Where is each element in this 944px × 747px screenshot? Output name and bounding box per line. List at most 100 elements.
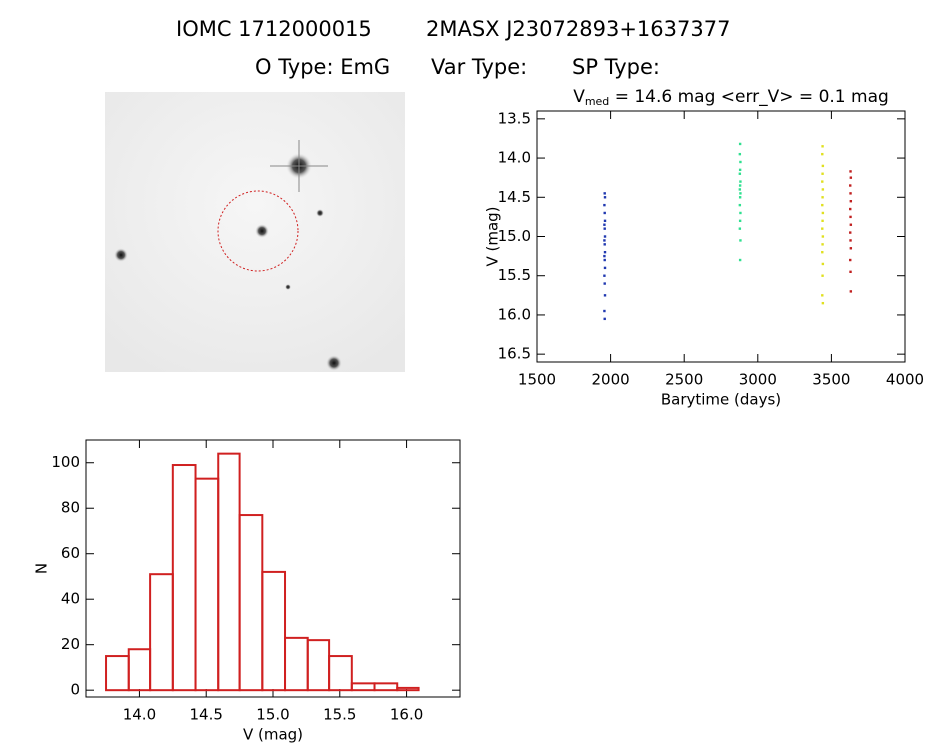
point (849, 239, 852, 242)
point (603, 250, 607, 254)
bar (350, 682, 376, 692)
point (849, 215, 852, 219)
point (738, 142, 742, 146)
point (738, 227, 742, 230)
y-tick-label: 15.5 (498, 266, 531, 284)
x-tick-label: 2000 (592, 371, 630, 389)
point (849, 247, 853, 250)
bar (238, 514, 264, 692)
point (738, 219, 742, 223)
point (849, 231, 852, 234)
point (603, 211, 606, 215)
bar (217, 452, 241, 692)
bar (261, 570, 287, 692)
point (821, 274, 824, 277)
point (738, 188, 742, 191)
x-tick-label: 16.0 (390, 706, 423, 724)
x-tick-label: 4000 (886, 371, 924, 389)
bar (373, 682, 399, 692)
point (603, 196, 607, 199)
point (821, 235, 825, 238)
y-tick-label: 16.0 (498, 305, 531, 323)
y-tick-label: 80 (61, 499, 80, 517)
x-tick-label: 15.5 (323, 706, 356, 724)
x-tick-label: 3000 (739, 371, 777, 389)
y-tick-label: 0 (70, 681, 80, 699)
y-tick-label: 14.5 (498, 188, 531, 206)
plot-frame (85, 439, 461, 698)
point (603, 309, 606, 313)
point (849, 170, 852, 173)
point (821, 301, 825, 305)
point (821, 294, 824, 297)
point (821, 145, 824, 148)
y-tick-label: 60 (61, 544, 80, 562)
header-sp-type: SP Type: (572, 55, 660, 79)
plot-frame (536, 110, 906, 363)
point (849, 223, 853, 226)
y-tick-label: 15.0 (498, 227, 531, 245)
point (821, 227, 824, 230)
point (849, 290, 853, 293)
x-tick-label: 15.0 (256, 706, 289, 724)
y-tick-label: 20 (61, 635, 80, 653)
point (603, 294, 607, 297)
point (821, 250, 824, 254)
y-tick-label: 14.0 (498, 149, 531, 167)
title-rest: = 14.6 mag <err_V> = 0.1 mag (609, 87, 889, 107)
y-tick-label: 16.5 (498, 345, 531, 363)
x-tick-label: 2500 (665, 371, 703, 389)
point (849, 192, 852, 195)
point (603, 227, 606, 230)
point (739, 211, 742, 215)
point (821, 180, 824, 183)
point (849, 258, 852, 262)
x-axis-label: V (mag) (243, 726, 303, 744)
bar (396, 686, 420, 692)
x-tick-label: 3500 (812, 371, 850, 389)
x-axis-label: Barytime (days) (661, 391, 781, 409)
point (738, 152, 742, 156)
point (849, 207, 852, 211)
point (603, 219, 607, 223)
chart-title: Vmed = 14.6 mag <err_V> = 0.1 mag (573, 87, 889, 108)
sky-image (105, 92, 405, 372)
point (739, 192, 742, 195)
point (603, 317, 606, 321)
point (849, 176, 853, 179)
point (821, 152, 824, 156)
y-tick-label: 100 (51, 453, 80, 471)
point (603, 243, 606, 246)
point (821, 211, 825, 215)
x-tick-label: 14.5 (190, 706, 223, 724)
point (603, 239, 606, 242)
point (738, 184, 742, 187)
point (821, 243, 824, 246)
bar (127, 648, 152, 692)
title-subscript: med (585, 95, 609, 108)
point (603, 192, 606, 195)
header-o-type: O Type: EmG (255, 55, 390, 79)
point (738, 258, 742, 262)
point (739, 239, 742, 242)
title-main: V (573, 87, 585, 107)
point (739, 180, 742, 183)
point (603, 266, 607, 270)
point (821, 164, 825, 168)
point (603, 203, 606, 207)
point (849, 184, 852, 187)
bar (328, 655, 353, 692)
y-axis-label: N (33, 563, 51, 574)
point (603, 258, 606, 262)
bar (306, 639, 331, 692)
point (821, 203, 824, 207)
header-title-right: 2MASX J23072893+1637377 (426, 17, 730, 41)
point (738, 203, 742, 207)
point (821, 262, 825, 266)
x-tick-label: 1500 (518, 371, 556, 389)
y-tick-label: 13.5 (498, 109, 531, 127)
y-tick-label: 40 (61, 590, 80, 608)
point (821, 188, 825, 191)
point (603, 254, 606, 258)
